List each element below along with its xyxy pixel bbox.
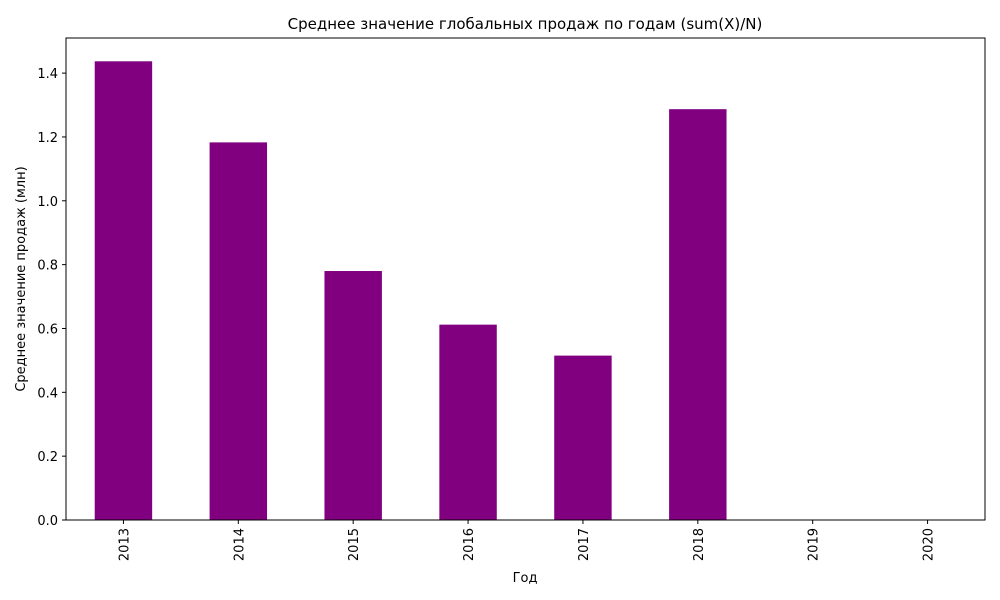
bar-2016 <box>439 324 497 520</box>
bar-2015 <box>324 271 382 520</box>
y-tick-label: 0.0 <box>37 514 58 529</box>
y-tick-label: 1.0 <box>37 195 58 210</box>
x-tick-label: 2017 <box>577 528 592 561</box>
x-tick-label: 2015 <box>347 528 362 561</box>
x-tick-label: 2018 <box>692 528 707 561</box>
bar-2018 <box>669 109 727 520</box>
y-axis-ticks: 0.0 0.2 0.4 0.6 0.8 1.0 1.2 1.4 <box>37 67 66 529</box>
x-tick-label: 2016 <box>462 528 477 561</box>
x-axis-label: Год <box>513 571 538 586</box>
chart-title: Среднее значение глобальных продаж по го… <box>288 15 763 33</box>
bars-group <box>94 61 727 520</box>
x-tick-label: 2019 <box>807 528 822 561</box>
y-tick-label: 0.6 <box>37 322 58 337</box>
bar-2017 <box>554 355 612 520</box>
bar-2013 <box>94 61 153 520</box>
y-tick-label: 0.8 <box>37 259 58 274</box>
x-tick-label: 2020 <box>922 528 937 561</box>
y-tick-label: 0.4 <box>37 386 58 401</box>
x-axis-ticks: 2013 2014 2015 2016 2017 2018 2019 2020 <box>117 520 937 561</box>
y-tick-label: 1.2 <box>37 131 58 146</box>
y-tick-label: 1.4 <box>37 67 58 82</box>
bar-2014 <box>209 142 268 520</box>
x-tick-label: 2013 <box>117 528 132 561</box>
plot-frame <box>65 37 986 521</box>
x-tick-label: 2014 <box>232 528 247 561</box>
y-axis-label: Среднее значение продаж (млн) <box>14 166 29 391</box>
y-tick-label: 0.2 <box>37 450 58 465</box>
